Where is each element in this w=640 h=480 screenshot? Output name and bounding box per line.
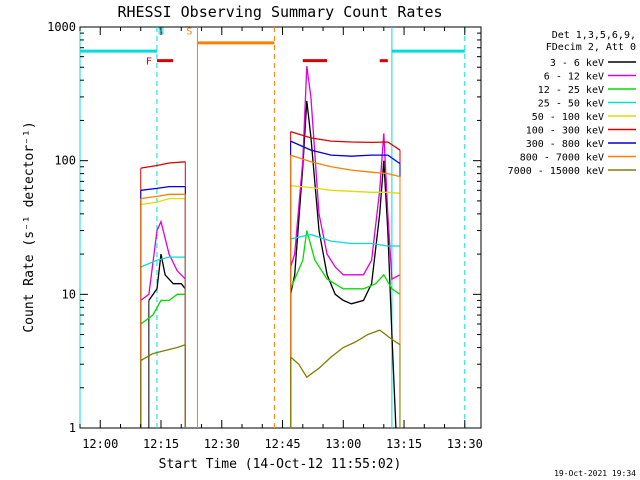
x-axis-label: Start Time (14-Oct-12 11:55:02) xyxy=(159,457,402,472)
legend-label-300-800: 300 - 800 keV xyxy=(526,139,604,150)
legend-label-800-7000: 800 - 7000 keV xyxy=(520,153,604,164)
legend-label-12-25: 12 - 25 keV xyxy=(538,85,604,96)
flag-label-S: S xyxy=(186,26,192,37)
series-50-100-segment-1 xyxy=(290,185,401,194)
legend-label-6-12: 6 - 12 keV xyxy=(544,72,604,83)
series-7000-15000-segment-0 xyxy=(140,344,186,362)
series-800-7000-segment-0 xyxy=(140,193,186,200)
x-tick-label: 12:00 xyxy=(82,437,118,451)
series-25-50-segment-0 xyxy=(140,256,186,268)
chart-title: RHESSI Observing Summary Count Rates xyxy=(117,3,442,21)
series-100-300-segment-1 xyxy=(290,130,401,151)
y-tick-label: 1 xyxy=(69,421,76,435)
series-12-25-segment-1 xyxy=(290,230,401,295)
series-6-12-segment-1 xyxy=(289,66,401,281)
series-3-6-segment-0 xyxy=(148,253,186,301)
legend: Det 1,3,5,6,9,FDecim 2, Att 0 3 - 6 keV 6 … xyxy=(508,30,636,177)
legend-label-3-6: 3 - 6 keV xyxy=(550,58,604,69)
legend-label-100-300: 100 - 300 keV xyxy=(526,126,604,137)
series-300-800-segment-1 xyxy=(290,140,401,165)
legend-header: Det 1,3,5,6,9, xyxy=(552,30,636,41)
series-7000-15000-segment-1 xyxy=(290,329,401,379)
x-tick-label: 12:15 xyxy=(143,437,179,451)
y-axis-label: Count Rate (s⁻¹ detector⁻¹) xyxy=(22,121,37,332)
series-3-6-segment-1 xyxy=(289,100,397,429)
x-tick-label: 12:45 xyxy=(264,437,300,451)
axis-layer: 1 10 100 1000 12:00 12:15 12:30 12:45 13:00 13:15… xyxy=(47,20,483,451)
y-tick-label: 10 xyxy=(62,287,76,301)
x-tick-label: 13:00 xyxy=(325,437,361,451)
series-50-100-segment-0 xyxy=(140,197,186,206)
series-12-25-segment-0 xyxy=(140,293,186,325)
x-tick-label: 12:30 xyxy=(204,437,240,451)
series-100-300-segment-0 xyxy=(140,161,186,169)
plot-layer: NFS xyxy=(79,26,466,429)
legend-label-7000-15000: 7000 - 15000 keV xyxy=(508,166,604,177)
series-800-7000-segment-1 xyxy=(290,154,401,178)
plot-frame xyxy=(79,26,482,429)
legend-label-50-100: 50 - 100 keV xyxy=(532,112,604,123)
series-6-12-segment-0 xyxy=(140,219,186,301)
series-300-800-segment-0 xyxy=(140,185,186,191)
legend-label-25-50: 25 - 50 keV xyxy=(538,99,604,110)
x-tick-label: 13:15 xyxy=(386,437,422,451)
legend-header: FDecim 2, Att 0 xyxy=(546,42,636,53)
series-25-50-segment-1 xyxy=(290,233,400,247)
y-tick-label: 1000 xyxy=(47,20,76,34)
x-tick-label: 13:30 xyxy=(447,437,483,451)
timestamp-label: 19-Oct-2021 19:34 xyxy=(554,469,636,478)
flag-label-F: F xyxy=(146,57,152,68)
y-tick-label: 100 xyxy=(54,154,76,168)
